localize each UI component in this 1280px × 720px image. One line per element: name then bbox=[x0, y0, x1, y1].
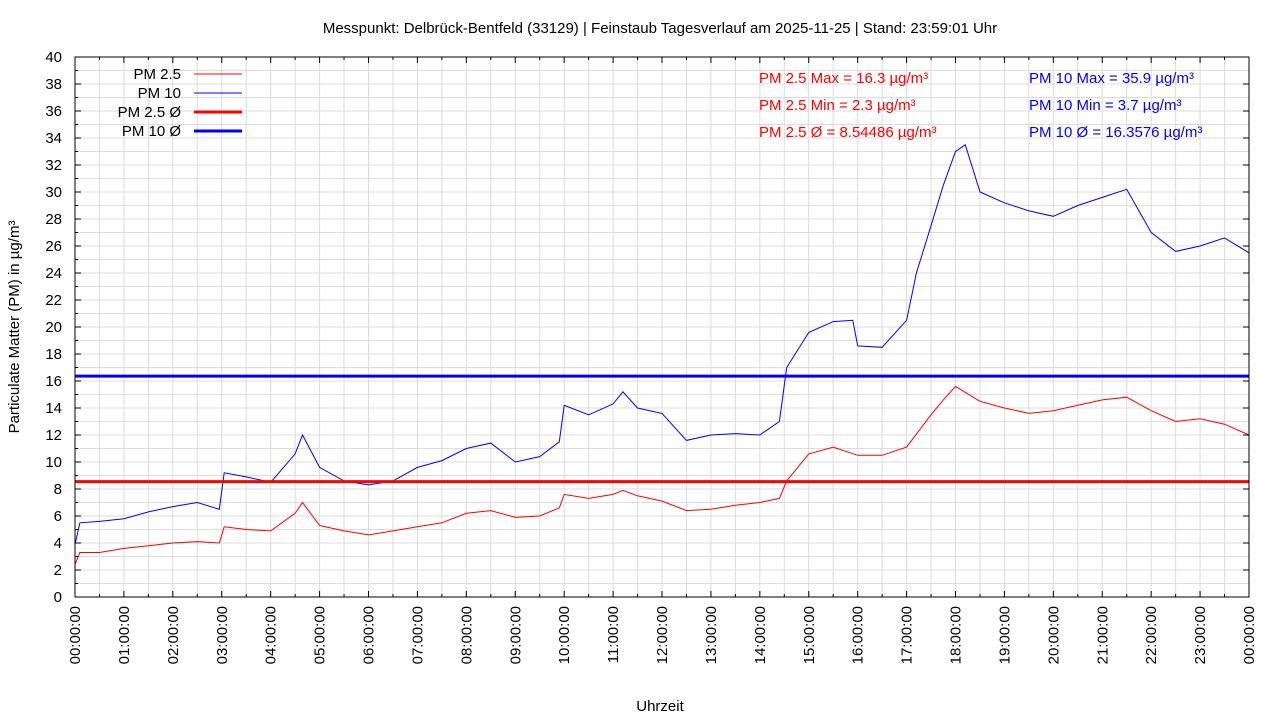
pm25-stats: PM 2.5 Max = 16.3 µg/m³ PM 2.5 Min = 2.3… bbox=[759, 70, 936, 141]
y-tick-label: 22 bbox=[45, 292, 62, 309]
x-tick-label: 07:00:00 bbox=[409, 606, 426, 664]
y-tick-label: 14 bbox=[45, 400, 62, 417]
x-tick-label: 20:00:00 bbox=[1045, 606, 1062, 664]
pm10-avg: PM 10 Ø = 16.3576 µg/m³ bbox=[1029, 124, 1202, 141]
x-tick-label: 03:00:00 bbox=[214, 606, 231, 664]
x-tick-label: 04:00:00 bbox=[263, 606, 280, 664]
legend-label: PM 2.5 Ø bbox=[118, 104, 182, 121]
y-tick-label: 10 bbox=[45, 454, 62, 471]
grid bbox=[74, 56, 1250, 598]
x-tick-label: 15:00:00 bbox=[801, 606, 818, 664]
x-axis-label: Uhrzeit bbox=[636, 698, 684, 715]
pm25-avg: PM 2.5 Ø = 8.54486 µg/m³ bbox=[759, 124, 936, 141]
pm25-max: PM 2.5 Max = 16.3 µg/m³ bbox=[759, 70, 928, 87]
legend-label: PM 10 bbox=[138, 85, 181, 102]
chart-title: Messpunkt: Delbrück-Bentfeld (33129) | F… bbox=[323, 20, 997, 37]
pm25-line bbox=[74, 385, 1250, 565]
y-tick-label: 20 bbox=[45, 319, 62, 336]
y-tick-label: 24 bbox=[45, 265, 62, 282]
x-tick-label: 19:00:00 bbox=[996, 606, 1013, 664]
legend-label: PM 2.5 bbox=[133, 66, 181, 83]
y-tick-label: 28 bbox=[45, 211, 62, 228]
y-tick-label: 32 bbox=[45, 157, 62, 174]
y-tick-label: 34 bbox=[45, 130, 62, 147]
x-tick-label: 08:00:00 bbox=[458, 606, 475, 664]
x-tick-label: 18:00:00 bbox=[948, 606, 965, 664]
x-tick-label: 09:00:00 bbox=[507, 606, 524, 664]
legend-label: PM 10 Ø bbox=[122, 123, 182, 140]
x-tick-label: 17:00:00 bbox=[899, 606, 916, 664]
y-tick-label: 2 bbox=[54, 562, 62, 579]
pm10-max: PM 10 Max = 35.9 µg/m³ bbox=[1029, 70, 1194, 87]
y-axis-label: Particulate Matter (PM) in µg/m³ bbox=[6, 221, 23, 434]
y-tick-label: 4 bbox=[54, 535, 62, 552]
x-tick-label: 01:00:00 bbox=[116, 606, 133, 664]
x-tick-label: 06:00:00 bbox=[361, 606, 378, 664]
legend: PM 2.5 PM 10 PM 2.5 Ø PM 10 Ø bbox=[118, 66, 242, 140]
y-tick-label: 6 bbox=[54, 508, 62, 525]
x-tick-label: 12:00:00 bbox=[654, 606, 671, 664]
x-tick-label: 10:00:00 bbox=[556, 606, 573, 664]
y-tick-label: 8 bbox=[54, 481, 62, 498]
x-tick-label: 16:00:00 bbox=[850, 606, 867, 664]
y-tick-label: 12 bbox=[45, 427, 62, 444]
x-tick-label: 02:00:00 bbox=[165, 606, 182, 664]
y-tick-label: 0 bbox=[54, 589, 62, 606]
y-tick-label: 26 bbox=[45, 238, 62, 255]
pm10-min: PM 10 Min = 3.7 µg/m³ bbox=[1029, 97, 1181, 114]
y-tick-label: 38 bbox=[45, 76, 62, 93]
axis-ticks: 024681012141618202224262830323436384000:… bbox=[45, 49, 1258, 664]
x-tick-label: 22:00:00 bbox=[1143, 606, 1160, 664]
x-tick-label: 21:00:00 bbox=[1094, 606, 1111, 664]
x-tick-label: 00:00:00 bbox=[1241, 606, 1258, 664]
y-tick-label: 16 bbox=[45, 373, 62, 390]
y-tick-label: 40 bbox=[45, 49, 62, 66]
x-tick-label: 23:00:00 bbox=[1192, 606, 1209, 664]
y-tick-label: 30 bbox=[45, 184, 62, 201]
x-tick-label: 13:00:00 bbox=[703, 606, 720, 664]
x-tick-label: 05:00:00 bbox=[312, 606, 329, 664]
x-tick-label: 00:00:00 bbox=[67, 606, 84, 664]
pm25-min: PM 2.5 Min = 2.3 µg/m³ bbox=[759, 97, 916, 114]
y-tick-label: 18 bbox=[45, 346, 62, 363]
y-tick-label: 36 bbox=[45, 103, 62, 120]
x-tick-label: 14:00:00 bbox=[752, 606, 769, 664]
x-tick-label: 11:00:00 bbox=[605, 606, 622, 663]
pm10-stats: PM 10 Max = 35.9 µg/m³ PM 10 Min = 3.7 µ… bbox=[1029, 70, 1202, 141]
series-layer bbox=[74, 144, 1250, 565]
